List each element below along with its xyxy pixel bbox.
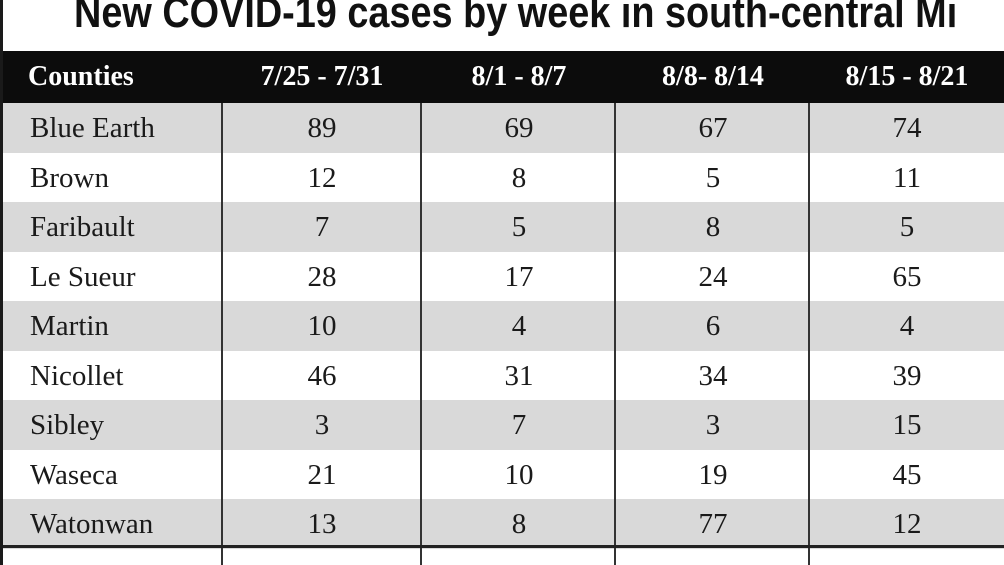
case-count-cell: 21 xyxy=(307,458,337,491)
case-count-cell: 19 xyxy=(698,458,728,491)
case-count-cell: 8 xyxy=(511,161,527,194)
case-count-cell: 4 xyxy=(899,310,915,342)
county-name-cell: Faribault xyxy=(30,211,135,243)
case-count-cell: 4 xyxy=(511,310,527,342)
table-header: Counties 7/25 - 7/31 8/1 - 8/7 8/8- 8/14… xyxy=(3,51,1004,103)
case-count-cell: 77 xyxy=(698,508,728,540)
case-count-cell: 3 xyxy=(314,409,330,441)
county-name-cell: Blue Earth xyxy=(30,112,155,144)
case-count-cell: 7 xyxy=(511,409,527,441)
column-divider xyxy=(808,103,810,565)
case-count-cell: 45 xyxy=(892,458,922,491)
case-count-cell: 15 xyxy=(892,409,922,441)
table-row: Martin 10 4 6 4 xyxy=(3,301,1004,351)
case-count-cell: 5 xyxy=(705,161,721,194)
table-row: Sibley 3 7 3 15 xyxy=(3,400,1004,450)
case-count-cell: 17 xyxy=(504,260,534,293)
header-week-2: 8/1 - 8/7 xyxy=(471,61,567,92)
county-name-cell: Brown xyxy=(30,161,109,194)
case-count-cell: 24 xyxy=(698,260,728,293)
column-divider xyxy=(614,103,616,565)
total-divider xyxy=(3,545,1004,548)
case-count-cell: 5 xyxy=(899,211,915,243)
county-name-cell: Nicollet xyxy=(30,359,124,392)
table-row: Brown 12 8 5 11 xyxy=(3,152,1004,203)
case-count-cell: 5 xyxy=(511,211,527,243)
county-name-cell: Waseca xyxy=(30,458,118,491)
table-row: Blue Earth 89 69 67 74 xyxy=(3,103,1004,153)
header-week-1: 7/25 - 7/31 xyxy=(260,61,384,92)
case-count-cell: 34 xyxy=(698,359,728,392)
header-week-4: 8/15 - 8/21 xyxy=(845,61,969,92)
header-counties: Counties xyxy=(28,61,134,92)
county-name-cell: Martin xyxy=(30,310,109,342)
county-name-cell: Le Sueur xyxy=(30,260,136,293)
table-row: Waseca 21 10 19 45 xyxy=(3,449,1004,500)
case-count-cell: 8 xyxy=(705,211,721,243)
table-row: Faribault 7 5 8 5 xyxy=(3,202,1004,252)
county-name-cell: Sibley xyxy=(30,409,105,441)
case-count-cell: 10 xyxy=(504,458,534,491)
case-count-cell: 8 xyxy=(511,508,527,540)
table-row: Le Sueur 28 17 24 65 xyxy=(3,251,1004,302)
case-count-cell: 39 xyxy=(892,359,922,392)
case-count-cell: 13 xyxy=(307,508,337,540)
case-count-cell: 67 xyxy=(698,112,728,144)
table-row: Watonwan 13 8 77 12 xyxy=(3,499,1004,549)
case-count-cell: 65 xyxy=(892,260,922,293)
column-divider xyxy=(420,103,422,565)
case-count-cell: 28 xyxy=(307,260,337,293)
county-name-cell: Watonwan xyxy=(30,508,154,540)
case-count-cell: 10 xyxy=(307,310,337,342)
case-count-cell: 11 xyxy=(893,161,921,194)
header-week-3: 8/8- 8/14 xyxy=(662,61,764,92)
table-row: Nicollet 46 31 34 39 xyxy=(3,350,1004,401)
case-count-cell: 7 xyxy=(314,211,330,243)
table-title: New COVID-19 cases by week in south-cent… xyxy=(74,0,958,37)
left-border xyxy=(0,0,3,565)
column-divider xyxy=(221,103,223,565)
case-count-cell: 74 xyxy=(892,112,922,144)
case-count-cell: 31 xyxy=(504,359,534,392)
case-count-cell: 6 xyxy=(705,310,721,342)
case-count-cell: 12 xyxy=(892,508,922,540)
case-count-cell: 46 xyxy=(307,359,337,392)
case-count-cell: 69 xyxy=(504,112,534,144)
case-count-cell: 3 xyxy=(705,409,721,441)
case-count-cell: 12 xyxy=(307,161,337,194)
case-count-cell: 89 xyxy=(307,112,337,144)
